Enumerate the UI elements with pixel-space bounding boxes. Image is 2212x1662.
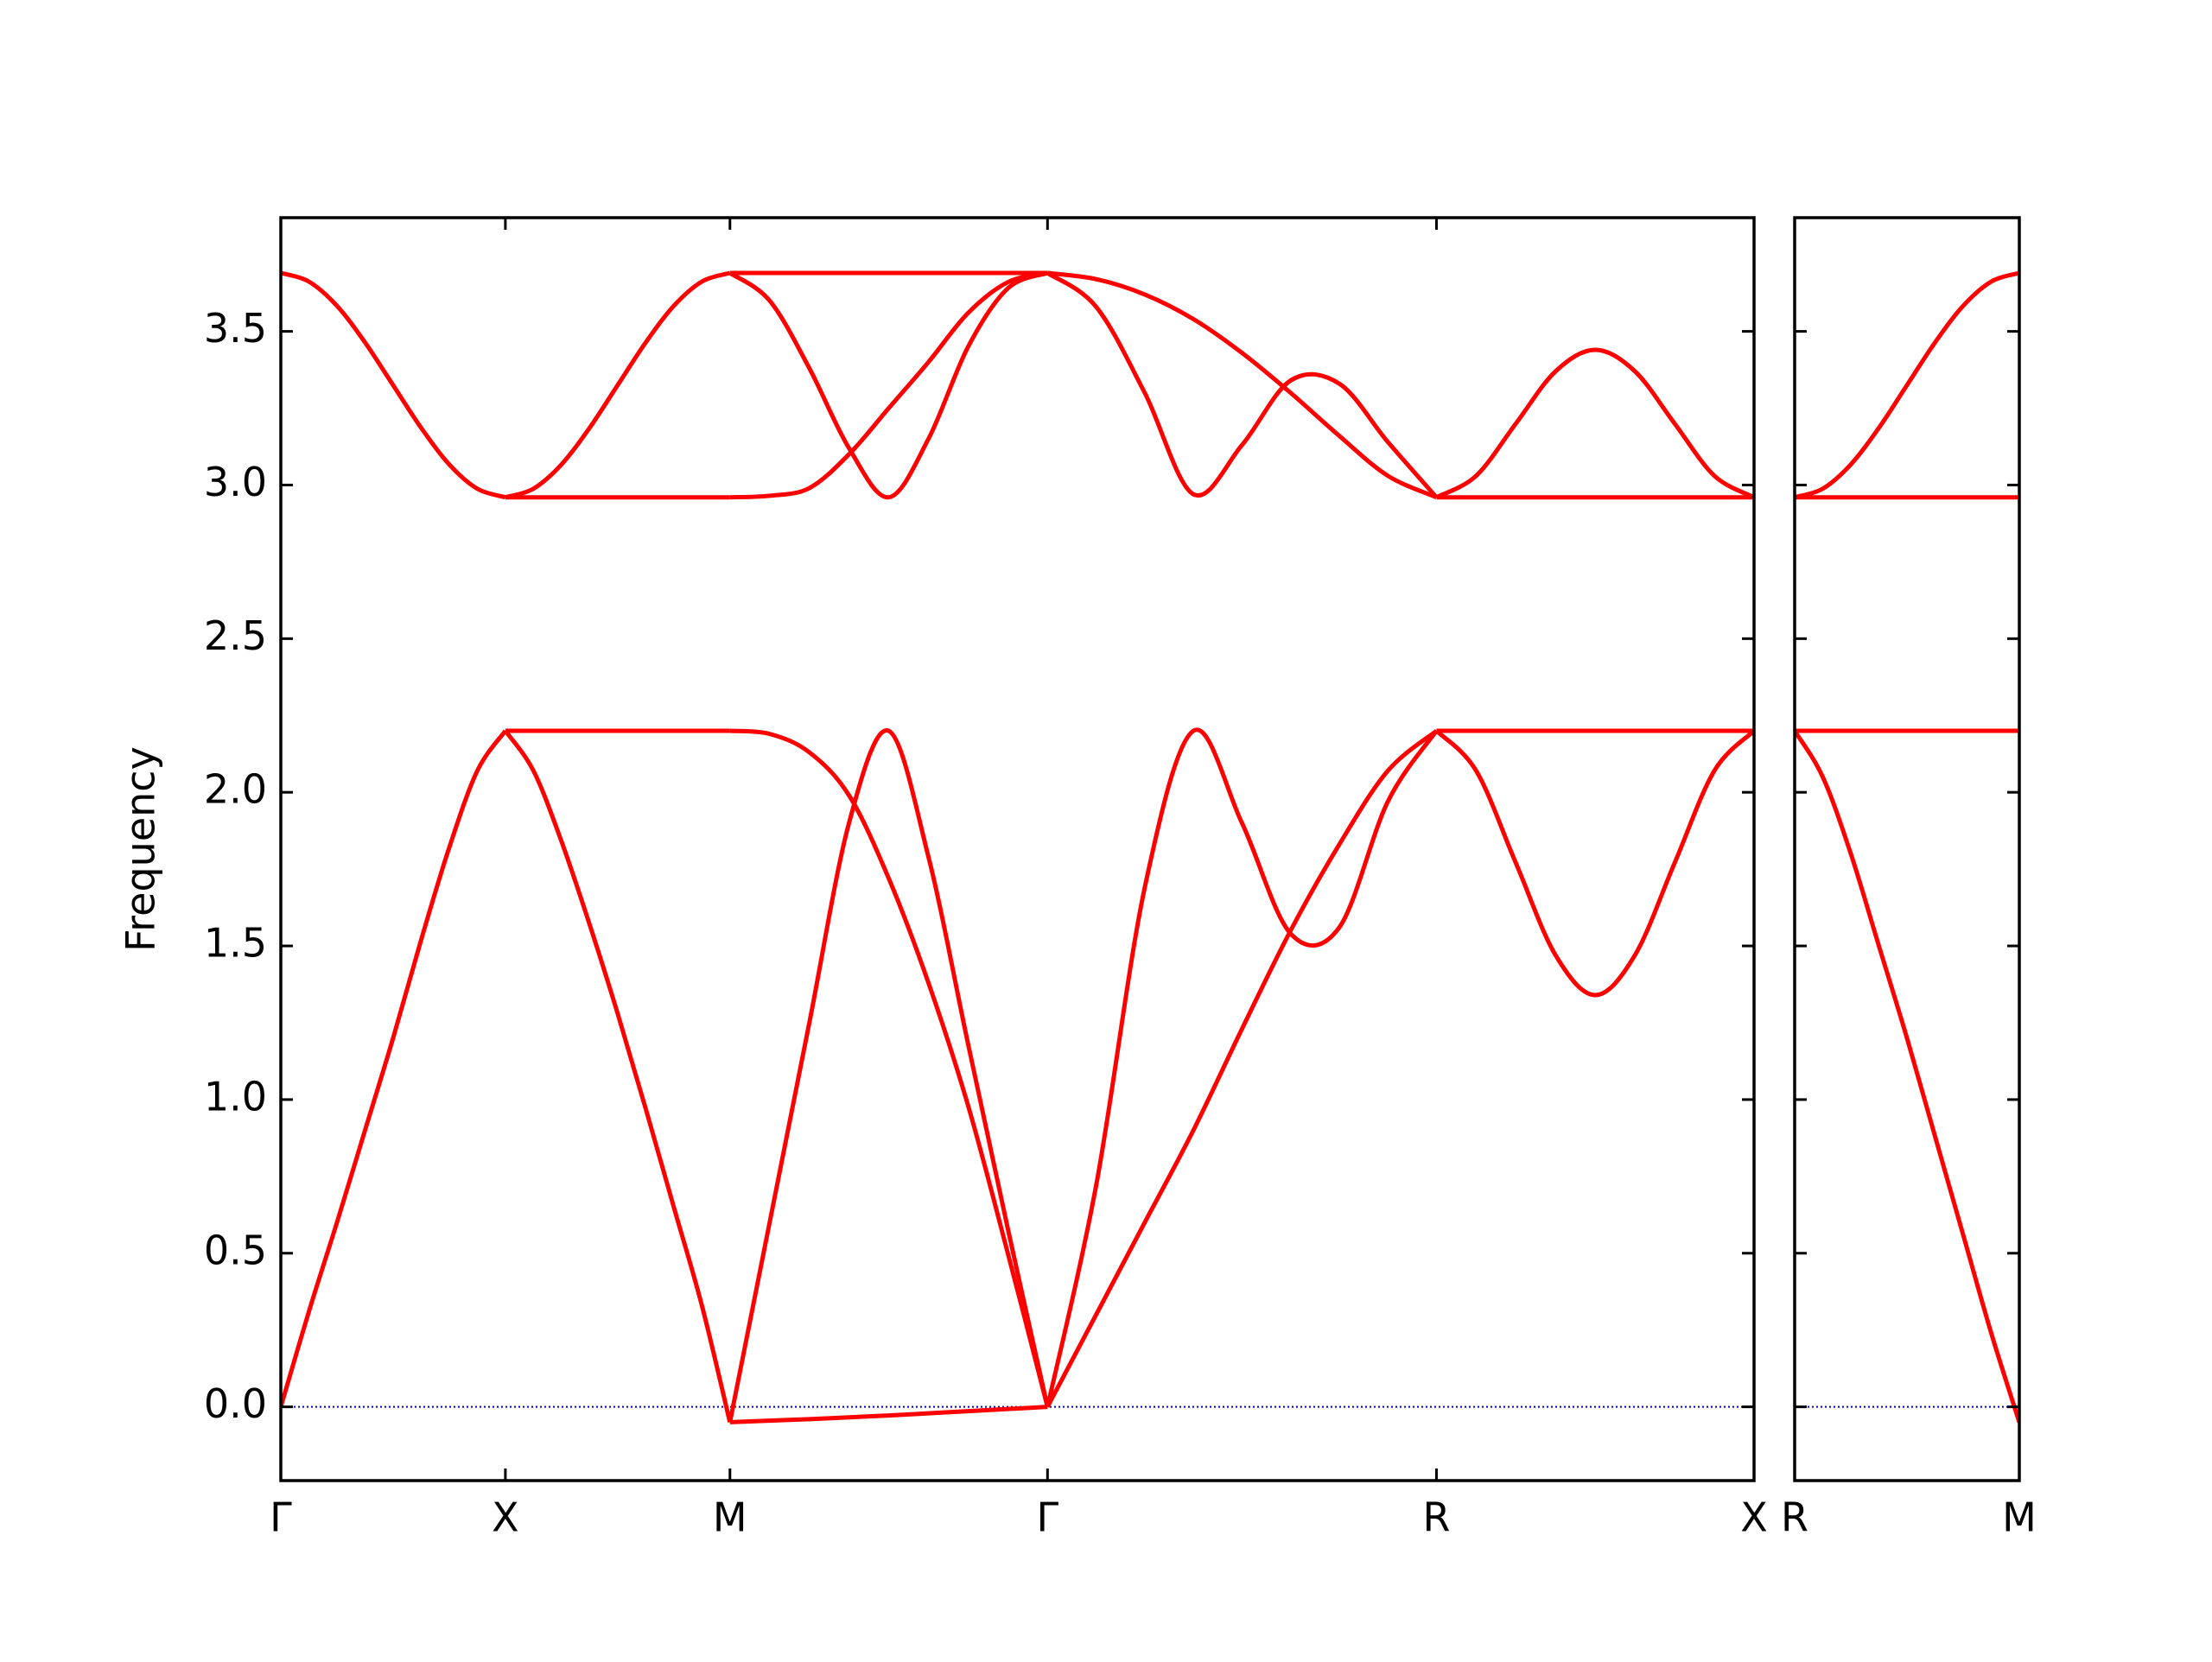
y-tick-label: 3.5 <box>204 305 267 352</box>
band-line <box>728 728 1050 1423</box>
y-tick-label: 0.0 <box>204 1380 267 1427</box>
x-tick-label: M <box>2002 1494 2037 1541</box>
x-tick-label: X <box>492 1494 519 1541</box>
band-line <box>728 270 1049 500</box>
band-line <box>1795 729 2019 1424</box>
x-tick-label: Γ <box>1036 1494 1058 1541</box>
band-line <box>1434 729 1754 998</box>
band-line <box>281 729 507 1408</box>
band-line <box>1046 729 1439 1408</box>
x-tick-label: Γ <box>270 1494 292 1541</box>
y-tick-label: 2.5 <box>204 612 267 659</box>
axes-frame <box>1793 216 2021 1482</box>
band-line <box>503 729 733 1423</box>
plot-area <box>1795 270 2019 1424</box>
plot-area <box>281 270 1754 1424</box>
y-tick-label: 0.5 <box>204 1227 267 1273</box>
x-tick-label: R <box>1422 1494 1450 1541</box>
band-line <box>1795 270 2019 500</box>
y-tick-label: 1.0 <box>204 1073 267 1120</box>
band-line <box>1045 727 1439 1408</box>
band-line <box>729 728 1050 1408</box>
band-line <box>1046 270 1439 499</box>
band-line <box>281 270 506 500</box>
x-tick-label: X <box>1740 1494 1768 1541</box>
band-line <box>1046 270 1438 500</box>
y-tick-label: 2.0 <box>204 766 267 813</box>
axes-frame <box>279 216 1756 1482</box>
y-tick-label: 3.0 <box>204 459 267 505</box>
y-tick-label: 1.5 <box>204 920 267 967</box>
band-line <box>729 1405 1048 1424</box>
x-tick-label: M <box>713 1494 747 1541</box>
x-tick-label: R <box>1781 1494 1808 1541</box>
band-line <box>505 270 731 500</box>
band-line <box>1435 347 1754 499</box>
band-line <box>729 270 1048 500</box>
y-axis-label: Frequency <box>118 746 164 952</box>
